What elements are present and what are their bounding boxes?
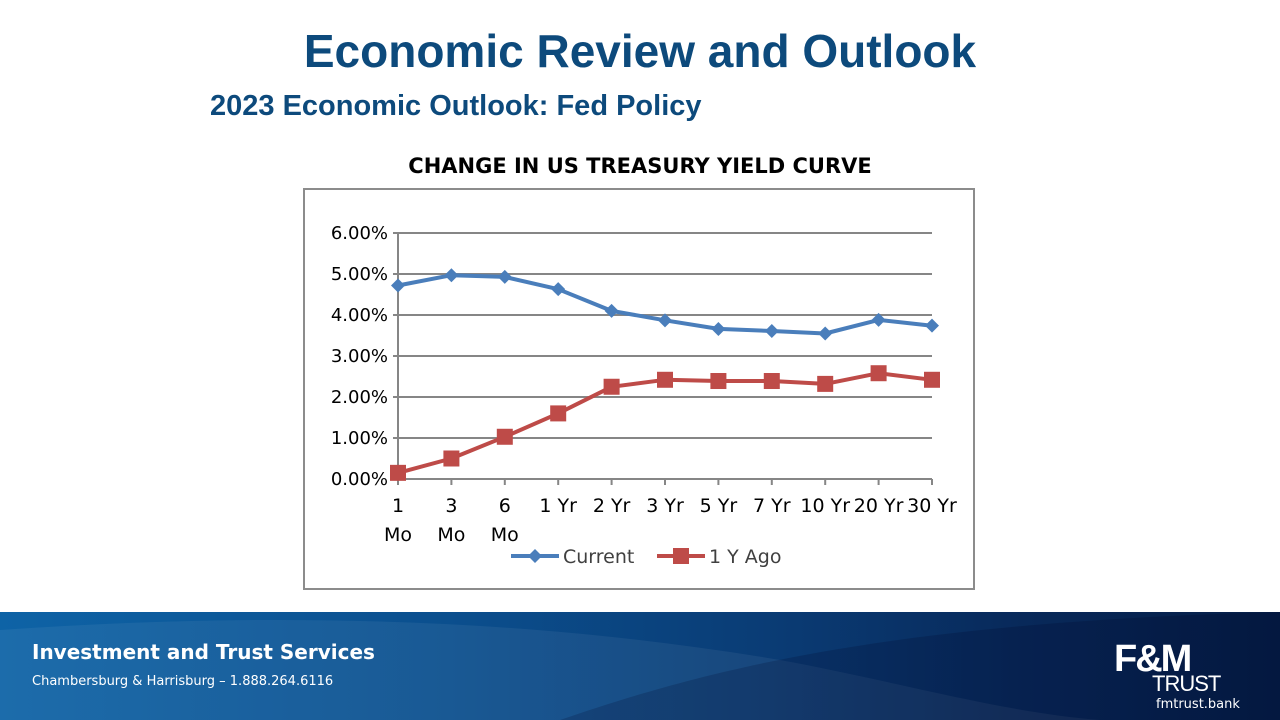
data-point-1y-ago [496, 428, 513, 445]
data-point-current [818, 326, 833, 341]
y-tick-label: 0.00% [331, 469, 388, 490]
data-point-1y-ago [763, 373, 780, 390]
footer-title: Investment and Trust Services [32, 640, 375, 664]
legend-marker-current [528, 549, 542, 563]
data-point-current [925, 318, 939, 333]
data-point-current [391, 278, 405, 293]
data-point-current [871, 312, 886, 327]
x-tick-label: 3 [445, 495, 457, 517]
y-tick-label: 5.00% [331, 264, 388, 285]
logo-url[interactable]: fmtrust.bank [1156, 697, 1240, 712]
y-tick-label: 1.00% [331, 428, 388, 449]
legend-label-0: Current [563, 546, 634, 568]
y-tick-label: 6.00% [331, 223, 388, 244]
fm-trust-logo[interactable]: F&M TRUST fmtrust.bank [1112, 640, 1242, 716]
data-point-current [711, 321, 726, 336]
x-tick-label: 7 Yr [753, 495, 791, 517]
series-line-1 [397, 371, 933, 475]
x-tick-label: 1 [392, 495, 404, 517]
data-point-1y-ago [870, 365, 887, 382]
chart-frame: 0.00% 1.00% 2.00% 3.00% 4.00% 5.00% 6.00% 1 Mo 3 M… [303, 188, 975, 590]
y-tick-label: 4.00% [331, 305, 388, 326]
x-tick-label: 6 [499, 495, 511, 517]
legend-label-1: 1 Y Ago [709, 546, 781, 568]
x-tick-label: Mo [384, 524, 412, 546]
slide-subtitle: 2023 Economic Outlook: Fed Policy [210, 90, 702, 122]
slide-title: Economic Review and Outlook [303, 25, 977, 77]
footer-banner: Investment and Trust Services Chambersbu… [0, 612, 1280, 720]
x-tick-label: 2 Yr [593, 495, 631, 517]
footer-contact: Chambersburg & Harrisburg – 1.888.264.61… [32, 674, 334, 689]
data-point-1y-ago [550, 405, 567, 422]
logo-word: TRUST [1152, 671, 1221, 696]
x-tick-label: 3 Yr [646, 495, 684, 517]
data-point-current [764, 323, 779, 338]
data-point-1y-ago [817, 375, 834, 392]
data-point-1y-ago [603, 378, 620, 395]
logo-mark: F&M [1114, 638, 1192, 680]
x-tick-label: 20 Yr [854, 495, 904, 517]
x-tick-label: 30 Yr [907, 495, 957, 517]
data-point-1y-ago [924, 371, 940, 388]
yield-curve-chart: 0.00% 1.00% 2.00% 3.00% 4.00% 5.00% 6.00% 1 Mo 3 M… [331, 223, 957, 568]
data-point-current [604, 303, 619, 318]
x-tick-label: Mo [437, 524, 465, 546]
footer-swoosh-graphic [0, 612, 1280, 720]
y-tick-label: 2.00% [331, 387, 388, 408]
data-point-current [444, 268, 459, 283]
data-point-1y-ago [390, 464, 406, 481]
x-tick-label: 1 Yr [539, 495, 577, 517]
x-tick-label: 5 Yr [700, 495, 738, 517]
data-point-1y-ago [657, 371, 673, 388]
data-point-1y-ago [443, 450, 460, 467]
x-tick-label: 10 Yr [800, 495, 850, 517]
data-point-current [658, 313, 672, 328]
legend-marker-1y-ago [673, 548, 689, 564]
x-tick-label: Mo [491, 524, 519, 546]
chart-title: CHANGE IN US TREASURY YIELD CURVE [408, 154, 872, 178]
y-tick-label: 3.00% [331, 346, 388, 367]
data-point-current [497, 269, 512, 284]
data-point-current [551, 282, 566, 297]
data-point-1y-ago [710, 373, 727, 390]
